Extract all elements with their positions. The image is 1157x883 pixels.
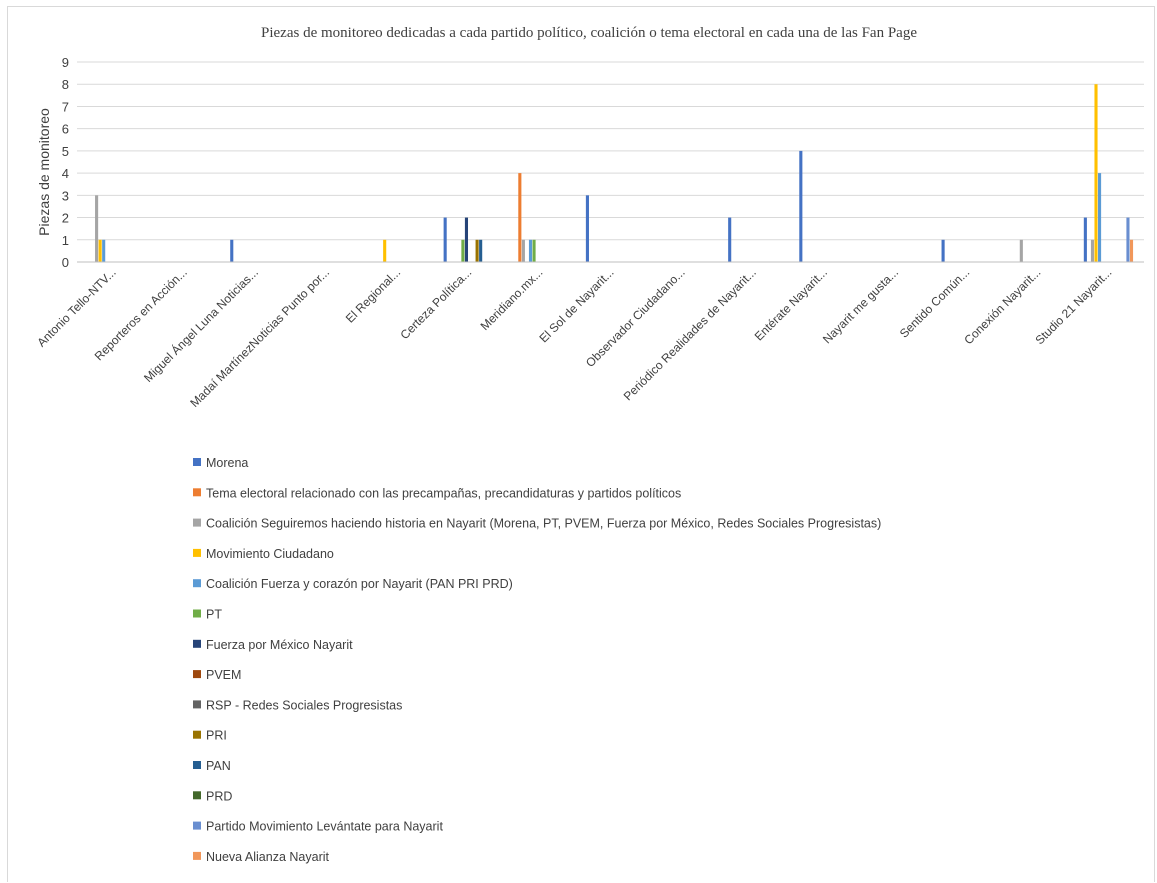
x-tick-label: Entérate Nayarit...	[752, 265, 830, 343]
x-tick-label: Miguel Ángel Luna Noticias...	[140, 265, 261, 386]
legend-label: Coalición Fuerza y corazón por Nayarit (…	[206, 577, 513, 591]
bar	[1019, 239, 1023, 262]
y-tick-label: 8	[62, 77, 69, 92]
legend-swatch	[193, 730, 201, 739]
y-tick-label: 4	[62, 166, 69, 181]
legend-swatch	[193, 579, 201, 588]
y-tick-label: 2	[62, 211, 69, 226]
legend-label: PAN	[206, 759, 231, 773]
bar	[799, 150, 803, 262]
bar	[585, 195, 589, 262]
legend-swatch	[193, 761, 201, 769]
legend-label: PT	[206, 608, 222, 622]
legend-label: Partido Movimiento Levántate para Nayari…	[206, 820, 443, 834]
legend-item: Movimiento Ciudadano	[193, 547, 334, 561]
bar	[1098, 173, 1102, 262]
legend-item: RSP - Redes Sociales Progresistas	[193, 698, 402, 712]
legend-swatch	[193, 639, 201, 648]
y-tick-label: 9	[62, 55, 69, 70]
x-tick-label: Studio 21 Nayarit...	[1032, 265, 1114, 347]
y-axis-ticks: 0 1 2 3 4 5 6 7 8 9	[62, 55, 69, 270]
bar	[1129, 239, 1134, 262]
bar	[443, 217, 447, 262]
y-tick-label: 7	[62, 99, 69, 114]
bar	[102, 239, 106, 262]
x-tick-label: Antonio Tello-NTV...	[34, 265, 118, 349]
bar	[464, 217, 469, 262]
legend-swatch	[193, 821, 201, 830]
bar	[1090, 239, 1095, 262]
x-tick-label: Periódico Realidades de Nayarit...	[621, 265, 759, 403]
legend-label: Tema electoral relacionado con las preca…	[206, 486, 681, 500]
x-tick-label: Sentido Común...	[897, 265, 972, 340]
y-tick-label: 6	[62, 122, 69, 137]
legend: Morena Tema electoral relacionado con las…	[193, 456, 881, 864]
legend-label: PVEM	[206, 668, 241, 682]
legend-item: Morena	[193, 456, 248, 470]
bar	[95, 195, 99, 262]
legend-item: Partido Movimiento Levántate para Nayari…	[193, 820, 443, 834]
gridlines	[77, 61, 1144, 241]
legend-swatch	[193, 851, 201, 860]
bar	[532, 239, 536, 262]
bar	[98, 239, 102, 262]
legend-swatch	[193, 548, 201, 557]
bars	[95, 84, 1134, 262]
legend-item: PRD	[193, 789, 232, 803]
bar	[728, 217, 732, 262]
legend-item: PT	[193, 608, 222, 622]
y-tick-label: 0	[62, 255, 69, 270]
x-tick-label: Nayarit me gusta...	[820, 265, 901, 346]
legend-label: PRI	[206, 729, 227, 743]
legend-swatch	[193, 488, 201, 497]
legend-swatch	[193, 791, 201, 800]
legend-item: PRI	[193, 729, 227, 743]
bar	[479, 239, 483, 262]
legend-swatch	[193, 700, 201, 709]
bar	[521, 239, 525, 262]
bar	[475, 239, 479, 262]
legend-label: Fuerza por México Nayarit	[206, 638, 353, 652]
legend-label: Nueva Alianza Nayarit	[206, 850, 330, 864]
legend-item: Coalición Fuerza y corazón por Nayarit (…	[193, 577, 513, 591]
legend-item: Tema electoral relacionado con las preca…	[193, 486, 681, 500]
bar	[461, 239, 465, 262]
x-tick-label: Meridiano.mx...	[478, 265, 546, 333]
legend-swatch	[193, 609, 201, 618]
legend-swatch	[193, 458, 201, 466]
legend-label: Coalición Seguiremos haciendo historia e…	[206, 517, 881, 531]
y-tick-label: 1	[62, 233, 69, 248]
chart-container: Piezas de monitoreo dedicadas a cada par…	[7, 6, 1155, 882]
bar	[230, 239, 234, 262]
legend-item: PVEM	[193, 668, 241, 682]
x-axis-category-labels: Antonio Tello-NTV...Reporteros en Acción…	[34, 265, 1114, 410]
legend-item: Nueva Alianza Nayarit	[193, 850, 330, 864]
bar	[518, 173, 522, 262]
legend-item: Fuerza por México Nayarit	[193, 638, 353, 652]
bar	[1126, 217, 1130, 262]
x-tick-label: El Sol de Nayarit...	[536, 265, 616, 345]
chart-title: Piezas de monitoreo dedicadas a cada par…	[261, 25, 917, 41]
x-tick-label: Certeza Política...	[397, 265, 474, 342]
bar	[941, 239, 945, 262]
legend-item: Coalición Seguiremos haciendo historia e…	[193, 517, 881, 531]
legend-item: PAN	[193, 759, 231, 773]
legend-label: Movimiento Ciudadano	[206, 547, 334, 561]
bar	[1094, 84, 1098, 262]
bar	[1083, 217, 1087, 262]
bar	[528, 239, 533, 262]
legend-label: PRD	[206, 789, 232, 803]
x-tick-label: El Regional...	[343, 265, 403, 325]
y-axis-title: Piezas de monitoreo	[36, 108, 52, 236]
y-tick-label: 3	[62, 188, 69, 203]
legend-label: RSP - Redes Sociales Progresistas	[206, 698, 402, 712]
chart-svg: Piezas de monitoreo dedicadas a cada par…	[34, 25, 1144, 864]
y-tick-label: 5	[62, 144, 69, 159]
x-tick-label: Conexión Nayarit...	[961, 265, 1043, 347]
legend-swatch	[193, 518, 201, 527]
x-tick-label: Madaí MartínezNoticias Punto por...	[187, 265, 332, 410]
legend-swatch	[193, 670, 201, 679]
legend-label: Morena	[206, 456, 248, 470]
bar	[383, 239, 387, 262]
